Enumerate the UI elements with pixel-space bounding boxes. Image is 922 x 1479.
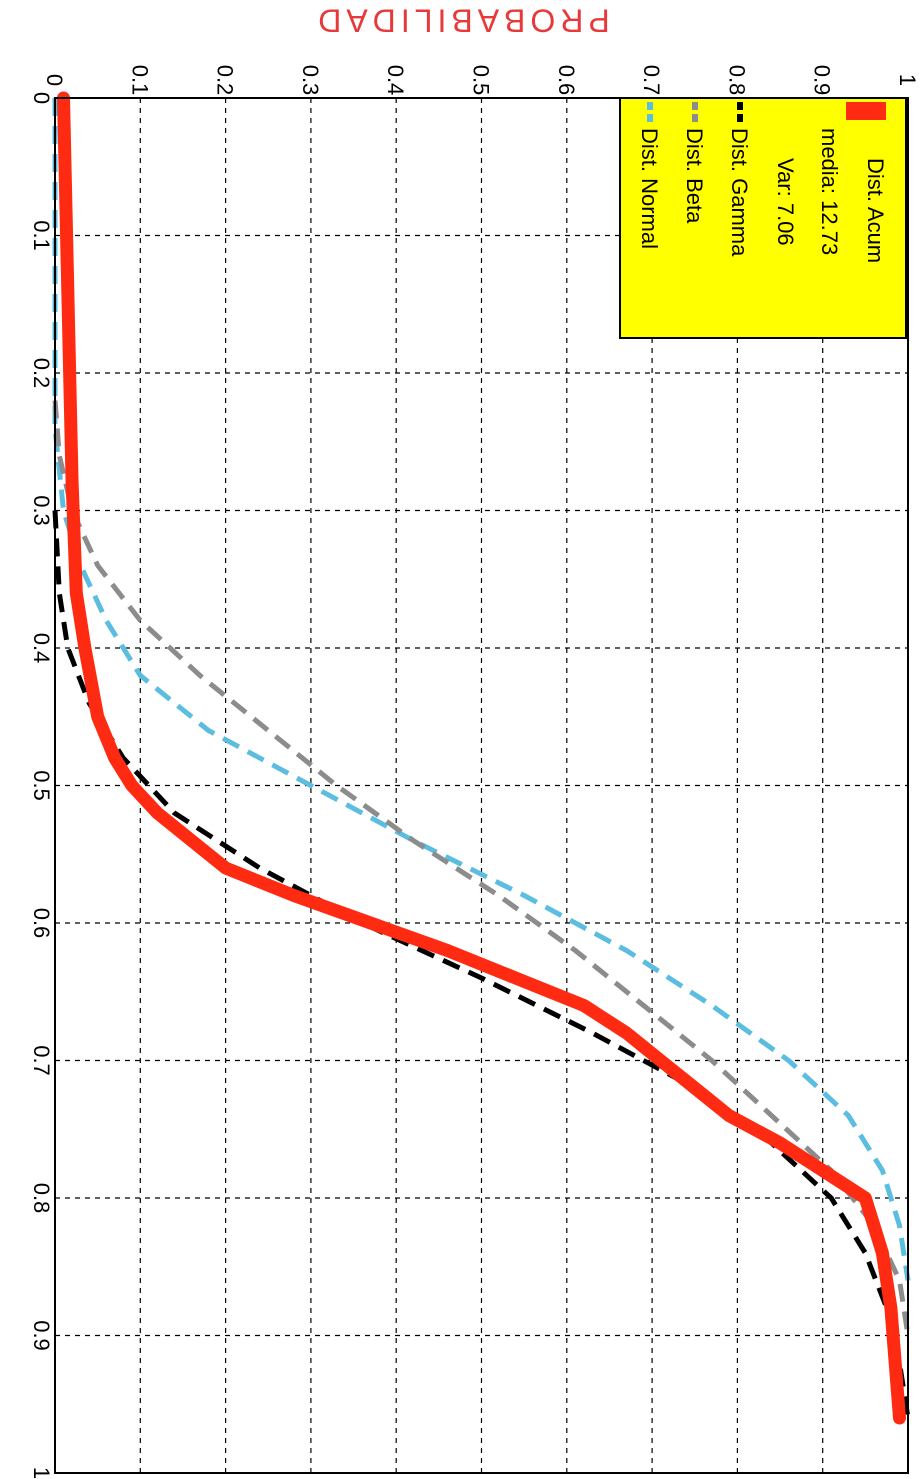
y-tick-label: 0.3: [298, 65, 323, 96]
y-axis-title: PROBABILIDAD: [313, 3, 610, 39]
grid-lines: [55, 98, 908, 1473]
x-tick-label: 0.8: [29, 1183, 54, 1214]
legend-label: Dist. Normal: [637, 128, 662, 249]
x-tick-labels: 0 0.1 0.2 0.3 0.4 0.5 0.6 0.7 0.8 0.9 1: [29, 92, 54, 1479]
legend-swatch: [846, 102, 886, 120]
x-tick-label: 0.4: [29, 633, 54, 664]
legend-label: Dist. Gamma: [727, 128, 752, 257]
x-tick-label: 0.6: [29, 908, 54, 939]
y-tick-label: 0.9: [810, 65, 835, 96]
legend-label: media: 12.73: [817, 128, 842, 255]
x-tick-label: 0.7: [29, 1045, 54, 1076]
y-tick-label: 0.1: [127, 65, 152, 96]
series-line-dist-gamma: [52, 510, 911, 1419]
y-tick-label: 0: [42, 74, 67, 86]
legend-background: [619, 97, 907, 339]
legend-box: Dist. Acum media: 12.73 Var: 7.06 Dist. Gam…: [619, 97, 907, 339]
x-tick-label: 0.1: [29, 220, 54, 251]
x-tick-label: 0.9: [29, 1320, 54, 1351]
series-group: [52, 91, 911, 1425]
plot-frame: [54, 97, 909, 1474]
y-tick-label: 0.4: [383, 65, 408, 96]
y-tick-label: 0.6: [554, 65, 579, 96]
x-tick-label: 0: [29, 92, 54, 104]
legend-label: Dist. Beta: [682, 128, 707, 224]
y-tick-label: 0.8: [724, 65, 749, 96]
x-tick-label: 0.2: [29, 358, 54, 389]
y-tick-label: 1: [895, 74, 920, 86]
x-tick-label: 0.5: [29, 770, 54, 801]
legend-label: Var: 7.06: [773, 158, 798, 246]
y-tick-label: 0.5: [469, 65, 494, 96]
legend-label: Dist. Acum: [863, 158, 888, 263]
y-tick-label: 0.2: [213, 65, 238, 96]
y-tick-label: 0.7: [639, 65, 664, 96]
y-tick-labels: 0 0.1 0.2 0.3 0.4 0.5 0.6 0.7 0.8 0.9 1: [42, 65, 920, 96]
series-line-dist-acum: [57, 91, 906, 1425]
x-tick-label: 1: [29, 1467, 54, 1479]
legend: Dist. Acum media: 12.73 Var: 7.06 Dist. Gam…: [619, 97, 907, 339]
x-tick-label: 0.3: [29, 495, 54, 526]
